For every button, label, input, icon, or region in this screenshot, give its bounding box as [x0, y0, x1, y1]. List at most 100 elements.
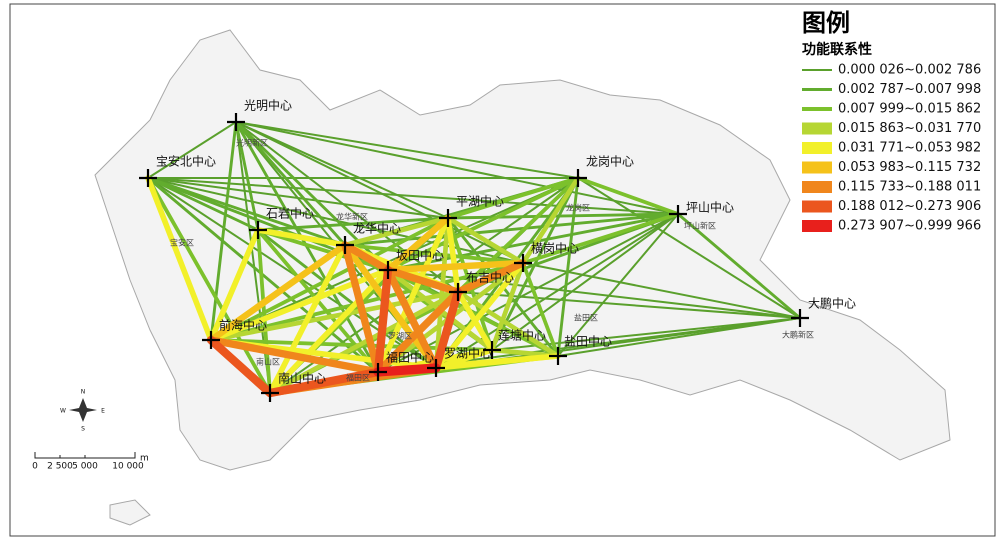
- node-label: 龙岗中心: [586, 154, 634, 169]
- link: [384, 214, 452, 274]
- link: [234, 120, 260, 232]
- legend-label: 0.115 733~0.188 011: [838, 180, 981, 195]
- district-label: 龙华新区: [336, 212, 368, 222]
- node-cross: [202, 331, 220, 349]
- node-label: 莲塘中心: [498, 328, 546, 343]
- node-label: 盐田中心: [564, 334, 612, 349]
- link: [433, 260, 526, 371]
- link: [386, 176, 580, 272]
- node-label: 南山中心: [278, 371, 326, 386]
- link: [208, 289, 461, 343]
- legend-label: 0.000 026~0.002 786: [838, 63, 981, 78]
- link: [431, 287, 463, 373]
- scale-label: 2 500: [47, 462, 73, 472]
- legend-swatch: [802, 122, 832, 135]
- link: [341, 241, 440, 372]
- scale-bar: 0 2 500 5 000 10 000 m: [32, 452, 149, 472]
- node-label: 石岩中心: [266, 206, 314, 221]
- link: [556, 176, 580, 358]
- legend-swatch: [802, 88, 832, 91]
- node-label: 罗湖中心: [444, 346, 492, 361]
- compass-n: N: [81, 389, 86, 396]
- link: [209, 261, 525, 342]
- node-cross: [549, 347, 567, 365]
- link: [557, 213, 679, 357]
- compass-rose: [69, 398, 97, 422]
- legend-swatch: [802, 181, 832, 193]
- district-label: 龙岗区: [566, 203, 590, 213]
- node-label: 布吉中心: [466, 270, 514, 285]
- link: [374, 288, 462, 376]
- link: [256, 216, 450, 232]
- link: [341, 241, 392, 274]
- link: [433, 353, 561, 371]
- legend-label: 0.188 012~0.273 906: [838, 199, 981, 214]
- link: [522, 262, 801, 319]
- legend-title: 图例: [802, 9, 850, 37]
- node-label: 坪山中心: [686, 200, 734, 215]
- legend-swatch: [802, 107, 832, 111]
- link: [446, 176, 580, 220]
- node-cross: [439, 209, 457, 227]
- district-label: 光明新区: [236, 138, 268, 148]
- link: [373, 265, 393, 377]
- link: [435, 213, 679, 369]
- compass-w: W: [60, 408, 66, 415]
- legend-subtitle: 功能联系性: [802, 41, 872, 58]
- link: [207, 336, 382, 376]
- scale-label: 10 000: [112, 462, 144, 472]
- legend-swatch: [802, 220, 832, 232]
- node-label: 前海中心: [219, 318, 267, 333]
- node-label: 光明中心: [244, 98, 292, 113]
- scale-label: 5 000: [72, 462, 98, 472]
- link: [267, 242, 348, 396]
- link: [386, 212, 680, 272]
- node-cross: [569, 169, 587, 187]
- link: [265, 367, 383, 398]
- link: [676, 212, 802, 320]
- island: [109, 499, 151, 526]
- node-label: 横岗中心: [531, 241, 579, 256]
- link: [457, 291, 801, 319]
- scale-unit: m: [140, 454, 149, 464]
- district-label: 盐田区: [574, 313, 598, 323]
- link: [445, 215, 526, 266]
- node-cross: [449, 283, 467, 301]
- link: [454, 259, 527, 296]
- link: [341, 241, 382, 376]
- link: [208, 267, 391, 343]
- district-label: 南山区: [256, 357, 280, 367]
- link: [342, 215, 451, 248]
- compass: N S W E: [60, 389, 105, 433]
- link: [145, 175, 214, 343]
- node-cross: [379, 261, 397, 279]
- legend-swatch: [802, 200, 832, 213]
- link: [207, 241, 349, 344]
- legend-swatch: [802, 142, 832, 154]
- link: [147, 177, 449, 219]
- node-cross: [427, 359, 445, 377]
- district-label: 福田区: [346, 374, 370, 383]
- link: [343, 212, 680, 247]
- link: [557, 317, 801, 357]
- link: [256, 228, 390, 272]
- link: [267, 267, 391, 396]
- link: [146, 176, 260, 232]
- link: [235, 121, 449, 219]
- node-cross: [514, 254, 532, 272]
- link: [209, 120, 238, 342]
- node-cross: [139, 169, 157, 187]
- node-label: 福田中心: [386, 350, 434, 365]
- legend: 图例 功能联系性 0.000 026~0.002 786 0.002 787~0.…: [802, 9, 981, 234]
- link: [521, 212, 680, 265]
- node-cross: [249, 221, 267, 239]
- legend-label: 0.053 983~0.115 732: [838, 160, 981, 175]
- link: [373, 363, 441, 377]
- node-label: 坂田中心: [396, 248, 444, 263]
- link: [235, 121, 679, 215]
- link: [520, 175, 581, 266]
- node-cross: [483, 341, 501, 359]
- node-cross: [336, 236, 354, 254]
- link: [491, 213, 679, 351]
- district-label: 坪山新区: [684, 221, 716, 231]
